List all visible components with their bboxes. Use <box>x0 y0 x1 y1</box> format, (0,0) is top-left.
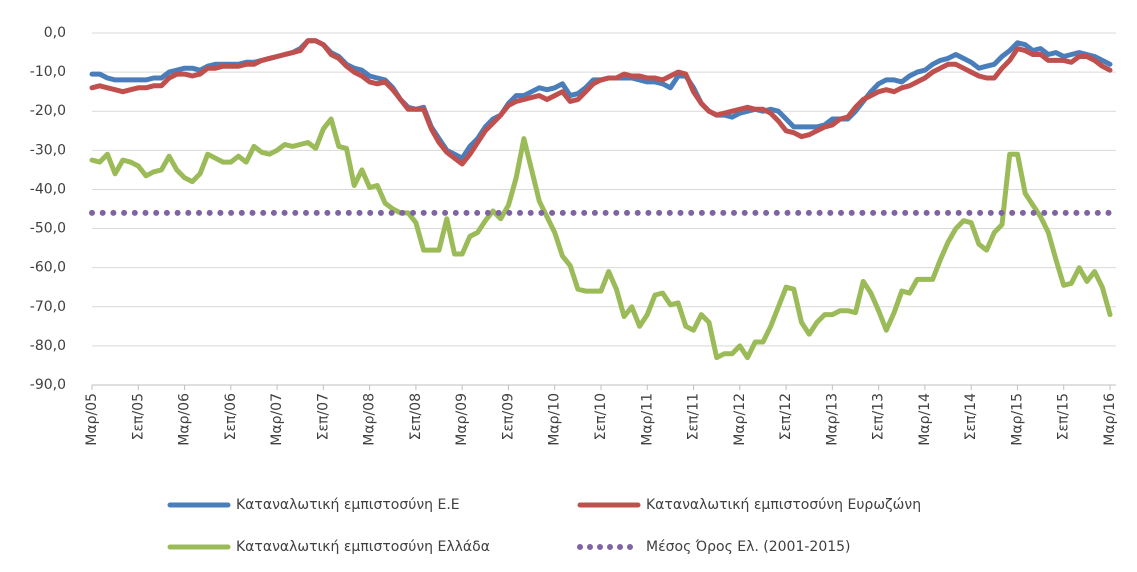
y-tick-label: -60,0 <box>30 260 66 276</box>
x-tick-label: Μαρ/09 <box>454 393 470 446</box>
x-tick-label: Σεπ/06 <box>223 393 239 440</box>
x-tick-label: Σεπ/13 <box>871 393 887 440</box>
x-tick-label: Σεπ/08 <box>408 393 424 440</box>
y-tick-label: -10,0 <box>30 64 66 80</box>
x-tick-label: Σεπ/14 <box>963 393 979 440</box>
x-tick-label: Σεπ/09 <box>500 393 516 440</box>
x-tick-label: Σεπ/12 <box>778 393 794 440</box>
x-tick-label: Μαρ/06 <box>177 393 193 446</box>
y-tick-label: -30,0 <box>30 142 66 158</box>
x-tick-label: Μαρ/14 <box>917 393 933 446</box>
x-tick-label: Σεπ/07 <box>315 393 331 440</box>
series-line <box>89 116 1113 361</box>
x-tick-label: Σεπ/11 <box>686 393 702 440</box>
y-tick-label: 0,0 <box>44 25 66 41</box>
x-tick-label: Μαρ/12 <box>732 393 748 446</box>
x-tick-label: Μαρ/13 <box>824 393 840 446</box>
y-tick-label: -90,0 <box>30 377 66 393</box>
y-tick-label: -20,0 <box>30 103 66 119</box>
x-tick-label: Μαρ/05 <box>84 393 100 446</box>
x-tick-label: Μαρ/16 <box>1102 393 1118 446</box>
x-tick-label: Μαρ/08 <box>362 393 378 446</box>
legend-label: Καταναλωτική εμπιστοσύνη Ε.Ε <box>236 497 460 513</box>
x-tick-label: Μαρ/07 <box>269 393 285 446</box>
y-tick-label: -80,0 <box>30 338 66 354</box>
x-tick-label: Μαρ/10 <box>547 393 563 446</box>
x-tick-label: Σεπ/05 <box>130 393 146 440</box>
legend-label: Καταναλωτική εμπιστοσύνη Ελλάδα <box>236 539 490 555</box>
x-tick-label: Σεπ/10 <box>593 393 609 440</box>
y-tick-label: -70,0 <box>30 299 66 315</box>
y-tick-label: -40,0 <box>30 181 66 197</box>
legend-label: Καταναλωτική εμπιστοσύνη Ευρωζώνη <box>646 497 921 513</box>
x-tick-label: Μαρ/15 <box>1009 393 1025 446</box>
x-tick-label: Μαρ/11 <box>639 393 655 446</box>
series-line <box>89 38 1113 167</box>
y-tick-label: -50,0 <box>30 221 66 237</box>
x-tick-label: Σεπ/15 <box>1056 393 1072 440</box>
legend-label: Μέσος Όρος Ελ. (2001-2015) <box>646 539 851 555</box>
